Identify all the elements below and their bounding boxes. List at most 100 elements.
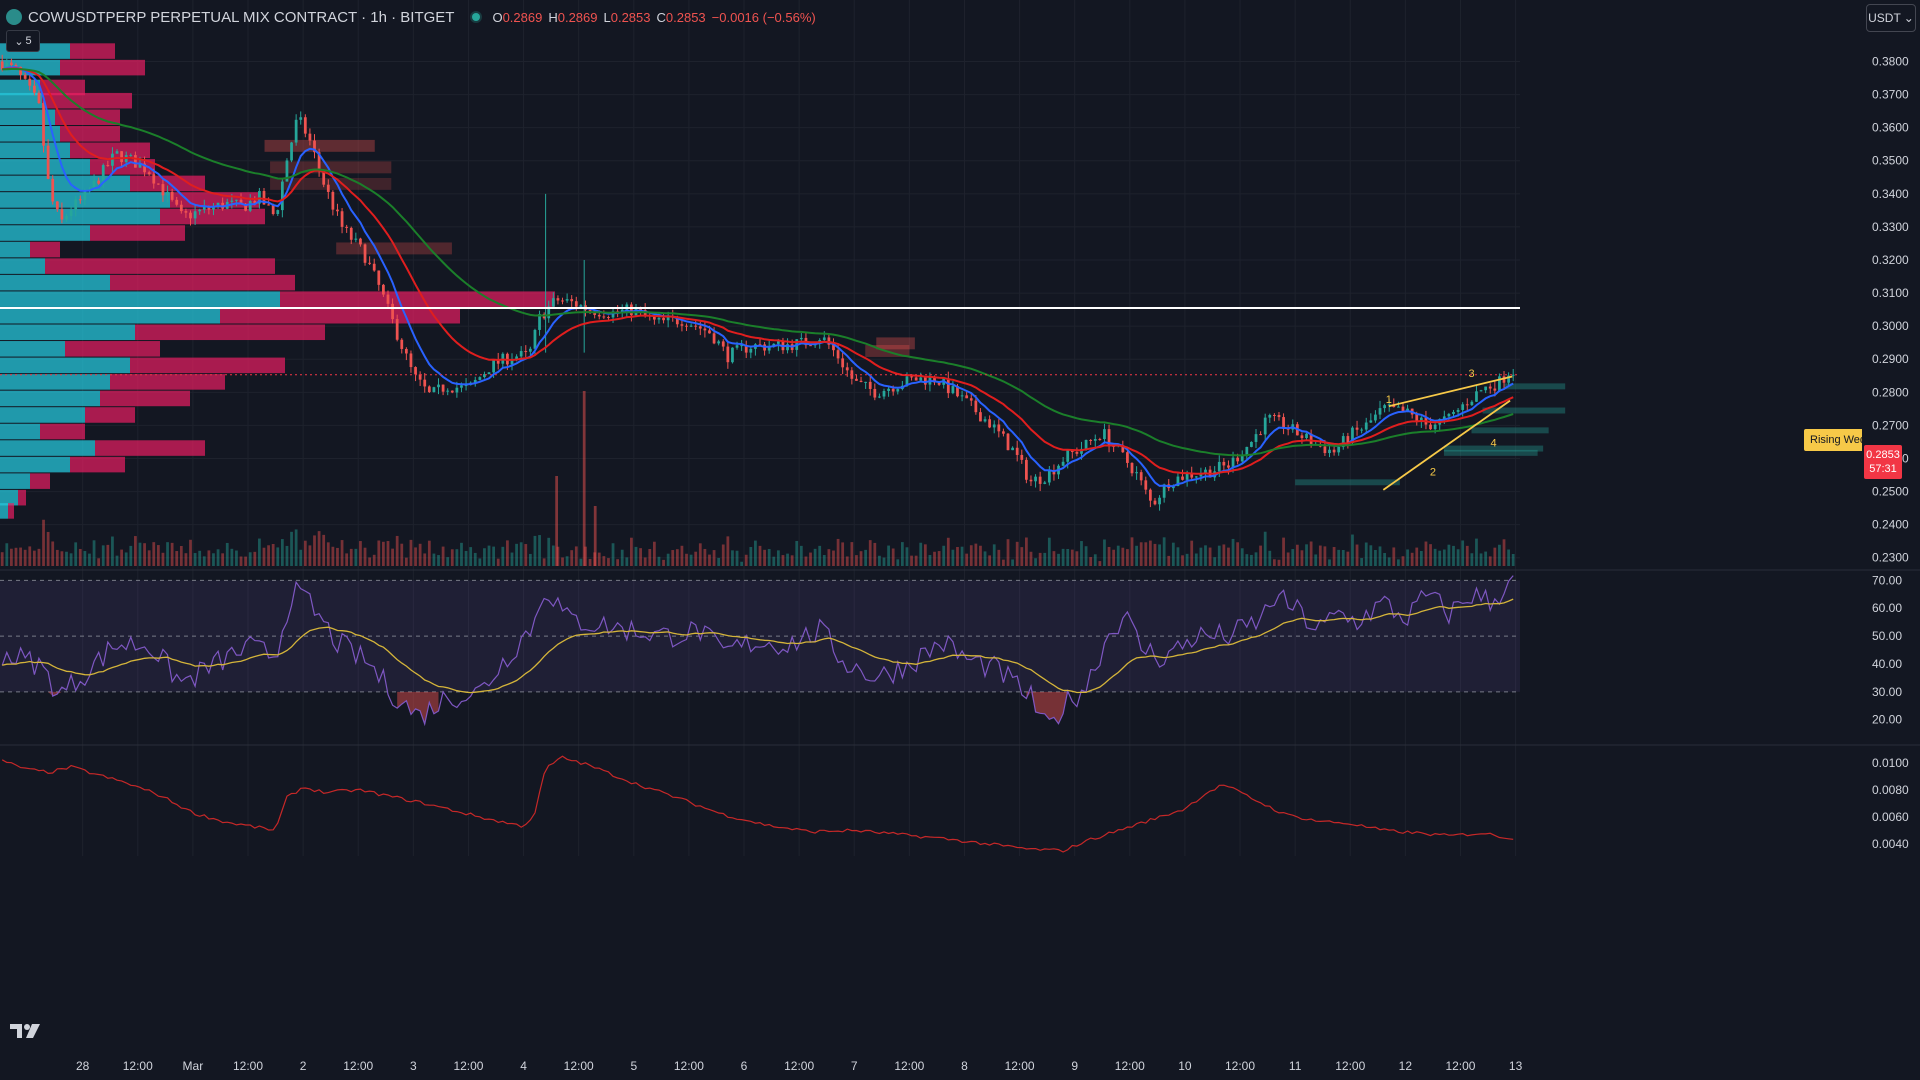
candle	[189, 212, 192, 219]
candle	[478, 377, 482, 380]
candle	[427, 386, 431, 393]
volume-bar	[368, 557, 372, 566]
currency-selector[interactable]: USDT ⌄	[1866, 4, 1916, 32]
candle	[1337, 446, 1341, 453]
candle	[1080, 448, 1083, 454]
volume-bar	[382, 541, 385, 566]
volume-bar	[359, 541, 362, 566]
volume-bar	[680, 545, 684, 566]
volume-bar	[106, 544, 110, 566]
candle	[689, 325, 693, 327]
candle	[170, 191, 174, 200]
indicators-collapse-button[interactable]: ⌄ 5	[6, 30, 40, 52]
candle	[1185, 472, 1189, 480]
candle	[193, 211, 197, 219]
supply-zone	[264, 139, 375, 152]
volume-bar	[850, 542, 854, 566]
candle	[685, 325, 688, 327]
volume-bar	[1199, 547, 1203, 566]
volume-bar	[437, 555, 440, 566]
candle	[1011, 447, 1014, 451]
candle	[1034, 476, 1037, 482]
demand-zone	[1295, 479, 1400, 486]
candle	[579, 305, 583, 307]
volume-profile-bar-down	[60, 126, 120, 142]
volume-bar	[1369, 545, 1373, 566]
volume-bar	[253, 551, 257, 566]
candle	[1245, 446, 1249, 456]
volume-bar	[1070, 549, 1074, 566]
volume-bar	[597, 552, 601, 566]
volume-bar	[528, 553, 532, 566]
volume-profile-bar-down	[280, 291, 555, 307]
candle	[464, 385, 468, 387]
volume-bar	[308, 545, 312, 566]
volume-bar	[1112, 549, 1116, 566]
candle	[1433, 424, 1437, 430]
candle	[492, 359, 496, 373]
candle	[78, 199, 82, 201]
volume-bar	[1052, 551, 1056, 566]
candle	[0, 61, 4, 70]
volume-bar	[478, 558, 482, 566]
candle	[524, 351, 528, 353]
indicator-line	[1, 755, 1514, 853]
candle	[1121, 445, 1125, 453]
volume-bar	[611, 543, 615, 566]
volume-bar	[607, 558, 610, 566]
volume-bar	[1332, 547, 1336, 566]
volume-bar	[988, 555, 992, 566]
volume-bar	[1493, 547, 1497, 566]
volume-bar	[1080, 541, 1083, 566]
horizontal-line	[0, 306, 1520, 376]
candle	[1442, 416, 1446, 419]
candle	[1181, 476, 1184, 480]
wedge-point-label: 4	[1490, 438, 1496, 450]
volume-bar	[37, 548, 41, 566]
symbol-title[interactable]: COWUSDTPERP PERPETUAL MIX CONTRACT · 1h …	[28, 8, 455, 26]
candle	[515, 356, 518, 360]
supply-zone	[336, 242, 452, 255]
volume-bar	[1185, 553, 1189, 566]
volume-bar	[1392, 547, 1396, 566]
pattern-label[interactable]: Rising Wedge	[1804, 429, 1862, 451]
volume-bar	[804, 556, 808, 566]
candle	[1227, 465, 1230, 468]
candle	[106, 165, 110, 167]
candle	[974, 400, 978, 413]
volume-bar	[689, 554, 693, 566]
volume-bar	[496, 558, 500, 566]
tradingview-logo-icon[interactable]	[10, 1022, 44, 1040]
ohlc-low: L0.2853	[603, 9, 651, 25]
volume-bar	[124, 552, 128, 566]
volume-bar	[460, 542, 463, 566]
volume-bar	[5, 543, 9, 566]
volume-profile-bar-up	[0, 59, 60, 76]
wedge-point-label: 1	[1386, 394, 1392, 406]
volume-bar	[740, 561, 744, 566]
volume-bar	[951, 549, 955, 566]
candle	[336, 209, 339, 212]
volume-bar	[193, 553, 197, 566]
volume-bar	[409, 539, 413, 566]
volume-bar	[345, 553, 349, 566]
time-axis-label: 12:00	[894, 1059, 924, 1073]
volume-bar	[156, 545, 160, 566]
candle	[1447, 413, 1451, 417]
indicator-axis-label: 0.0080	[1872, 783, 1909, 797]
time-axis-label: 11	[1289, 1059, 1302, 1073]
candle	[473, 379, 477, 383]
volume-bar	[354, 548, 358, 566]
candle	[299, 117, 303, 120]
volume-bar	[138, 542, 142, 566]
volume-bar	[1456, 549, 1460, 566]
candle	[382, 284, 385, 295]
volume-bar	[1282, 537, 1285, 566]
volume-bar	[1465, 545, 1469, 566]
last-price: 0.2853	[1866, 449, 1900, 461]
volume-bar	[14, 547, 18, 566]
candle	[377, 270, 381, 285]
indicator-axis-label: 0.0040	[1872, 837, 1909, 851]
candle	[910, 376, 913, 378]
